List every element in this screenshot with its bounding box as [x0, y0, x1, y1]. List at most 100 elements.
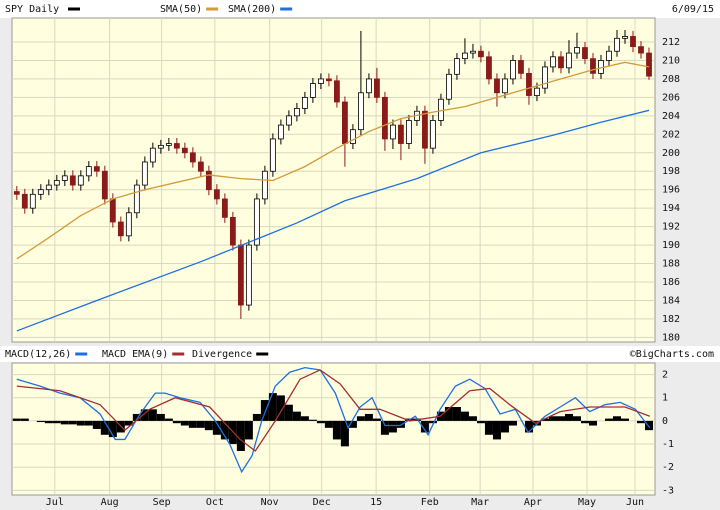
divergence-bar [204, 420, 213, 431]
divergence-bar [452, 407, 461, 421]
candle-body [261, 170, 268, 200]
candle-body [358, 92, 364, 131]
divergence-bar [556, 416, 565, 421]
divergence-bar [12, 418, 21, 421]
x-tick-label: Apr [524, 497, 542, 508]
candle-body [582, 47, 588, 60]
candle-body [93, 166, 100, 172]
candle-body [229, 216, 236, 246]
candle-body [245, 244, 252, 306]
y-tick-label: 2 [662, 370, 668, 381]
candle-body [53, 180, 60, 186]
legend-label: MACD EMA(9) [102, 349, 168, 360]
candle-body [462, 52, 468, 60]
candle-body [646, 52, 652, 77]
divergence-bar [124, 420, 133, 426]
divergence-bar [428, 420, 437, 424]
y-tick-label: 206 [662, 92, 680, 103]
divergence-bar [460, 411, 469, 421]
candle-body [253, 198, 260, 246]
divergence-bar [484, 420, 493, 435]
candle-body [221, 198, 228, 218]
candle-body [510, 60, 516, 80]
x-tick-label: Nov [261, 497, 279, 508]
legend-label: Divergence [192, 349, 252, 360]
candle-body [558, 56, 564, 69]
candle-body [334, 80, 340, 103]
candle-body [165, 143, 172, 146]
divergence-bar [164, 418, 173, 421]
candle-body [125, 212, 132, 237]
candle-body [422, 110, 428, 149]
candle-body [213, 189, 220, 200]
legend-label: SMA(50) [160, 4, 202, 15]
divergence-bar [540, 418, 549, 421]
candle-body [374, 78, 380, 98]
divergence-bar [636, 420, 645, 424]
candle-body [590, 58, 596, 74]
divergence-bar [244, 420, 253, 440]
candle-body [45, 184, 52, 191]
header-strip [0, 346, 720, 362]
candle-body [61, 175, 68, 181]
divergence-bar [468, 416, 477, 421]
y-tick-label: 192 [662, 222, 680, 233]
divergence-bar [380, 420, 389, 435]
candle-body [237, 244, 244, 306]
divergence-bar [36, 420, 45, 423]
macd-line [16, 369, 651, 452]
candle-body [269, 138, 276, 172]
divergence-bar [580, 420, 589, 424]
candle-body [157, 144, 164, 149]
divergence-bar [492, 420, 501, 440]
legend-label: MACD(12,26) [5, 349, 71, 360]
sma-line [16, 61, 650, 260]
chart-title: SPY Daily [5, 4, 59, 15]
candle-body [350, 129, 356, 144]
y-tick-label: 0 [662, 416, 668, 427]
candle-body [470, 50, 476, 54]
divergence-bar [108, 420, 117, 438]
y-tick-label: 196 [662, 185, 680, 196]
candle-body [542, 66, 548, 89]
candle-body [109, 198, 116, 223]
y-tick-label: 1 [662, 393, 668, 404]
candle-body [390, 124, 396, 140]
y-tick-label: 182 [662, 314, 680, 325]
divergence-bar [588, 420, 597, 426]
candle-body [446, 73, 452, 100]
divergence-bar [284, 404, 293, 421]
candle-body [141, 161, 148, 186]
candle-body [526, 72, 532, 96]
candle-body [366, 78, 372, 94]
divergence-bar [180, 420, 189, 426]
x-tick-label: 15 [370, 497, 382, 508]
x-tick-label: Sep [153, 497, 171, 508]
header-strip [0, 0, 720, 18]
divergence-bar [348, 420, 357, 428]
divergence-bar [44, 420, 53, 424]
divergence-bar [308, 419, 317, 421]
y-tick-label: 202 [662, 129, 680, 140]
candle-body [630, 36, 636, 48]
divergence-bar [220, 420, 229, 440]
divergence-bar [76, 420, 85, 426]
divergence-bar [524, 420, 533, 433]
candle-body [69, 175, 76, 186]
divergence-bar [52, 420, 61, 424]
divergence-bar [548, 416, 557, 421]
x-tick-label: Jul [46, 497, 64, 508]
x-tick-label: Mar [471, 497, 489, 508]
candle-body [277, 124, 284, 140]
divergence-bar [276, 395, 285, 421]
candle-body [293, 108, 300, 117]
candle-body [317, 78, 324, 84]
divergence-bar [260, 400, 269, 421]
divergence-bar [644, 420, 653, 431]
divergence-bar [476, 420, 485, 424]
divergence-bar [100, 420, 109, 435]
y-tick-label: 180 [662, 332, 680, 343]
candle-body [606, 50, 612, 61]
divergence-bar [196, 420, 205, 428]
